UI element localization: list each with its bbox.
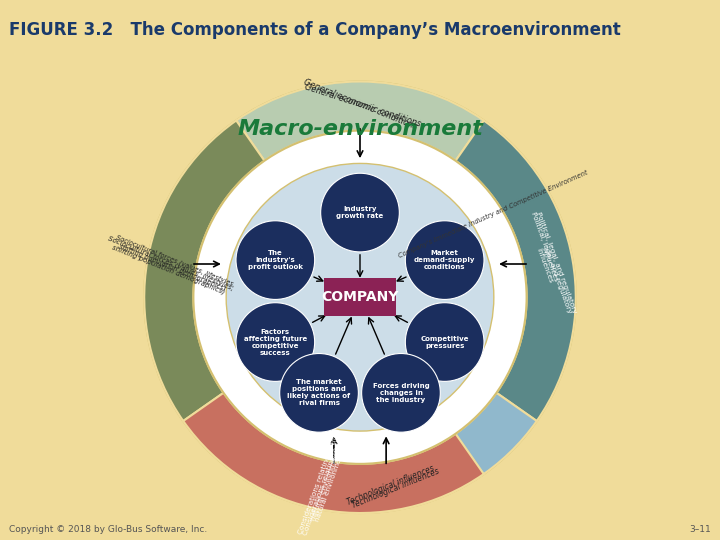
Text: General economic conditions: General economic conditions	[302, 77, 418, 131]
Text: Macro-environment: Macro-environment	[237, 119, 483, 139]
Text: Political, legal, and regulatory
influences: Political, legal, and regulatory influen…	[523, 211, 573, 317]
Text: COMPANY: COMPANY	[321, 291, 399, 304]
Circle shape	[320, 173, 400, 252]
Text: Technological influences: Technological influences	[346, 464, 436, 507]
Text: Factors
affecting future
competitive
success: Factors affecting future competitive suc…	[243, 328, 307, 355]
Text: 3–11: 3–11	[690, 524, 711, 534]
Wedge shape	[456, 120, 576, 421]
Wedge shape	[184, 393, 484, 513]
Circle shape	[226, 164, 494, 431]
Circle shape	[144, 82, 576, 513]
Text: Political, legal, and regulatory
influences: Political, legal, and regulatory influen…	[528, 211, 577, 316]
Text: Copyright © 2018 by Glo-Bus Software, Inc.: Copyright © 2018 by Glo-Bus Software, In…	[9, 524, 207, 534]
Text: Industry
growth rate: Industry growth rate	[336, 206, 384, 219]
Text: Considerations relating to the
natural environment: Considerations relating to the natural e…	[297, 432, 346, 537]
Circle shape	[279, 354, 359, 432]
Wedge shape	[236, 82, 484, 161]
Text: The market
positions and
likely actions of
rival firms: The market positions and likely actions …	[287, 379, 351, 406]
Circle shape	[361, 354, 441, 432]
Text: Sociocultural forces (values, lifestyles,
shifting population demographics): Sociocultural forces (values, lifestyles…	[104, 234, 235, 298]
Text: Technological influences: Technological influences	[351, 466, 441, 510]
Wedge shape	[144, 120, 264, 421]
Text: Company's Immediate Industry and Competitive Environment: Company's Immediate Industry and Competi…	[398, 169, 589, 259]
Wedge shape	[236, 393, 536, 513]
Text: General economic conditions: General economic conditions	[303, 82, 422, 128]
Text: The
industry's
profit outlook: The industry's profit outlook	[248, 250, 303, 270]
Text: Competitive
pressures: Competitive pressures	[420, 335, 469, 348]
Text: Market
demand-supply
conditions: Market demand-supply conditions	[414, 250, 475, 270]
Circle shape	[236, 221, 315, 300]
Text: Considerations relating to the
natural environment: Considerations relating to the natural e…	[302, 433, 351, 538]
Text: Sociocultural forces (values, lifestyles,
shifting population demographics): Sociocultural forces (values, lifestyles…	[112, 233, 236, 295]
Text: Forces driving
changes in
the industry: Forces driving changes in the industry	[372, 383, 429, 403]
Circle shape	[405, 221, 484, 300]
FancyBboxPatch shape	[325, 278, 395, 316]
Text: FIGURE 3.2   The Components of a Company’s Macroenvironment: FIGURE 3.2 The Components of a Company’s…	[9, 21, 621, 39]
Circle shape	[236, 303, 315, 381]
Circle shape	[194, 131, 526, 464]
Circle shape	[405, 303, 484, 381]
